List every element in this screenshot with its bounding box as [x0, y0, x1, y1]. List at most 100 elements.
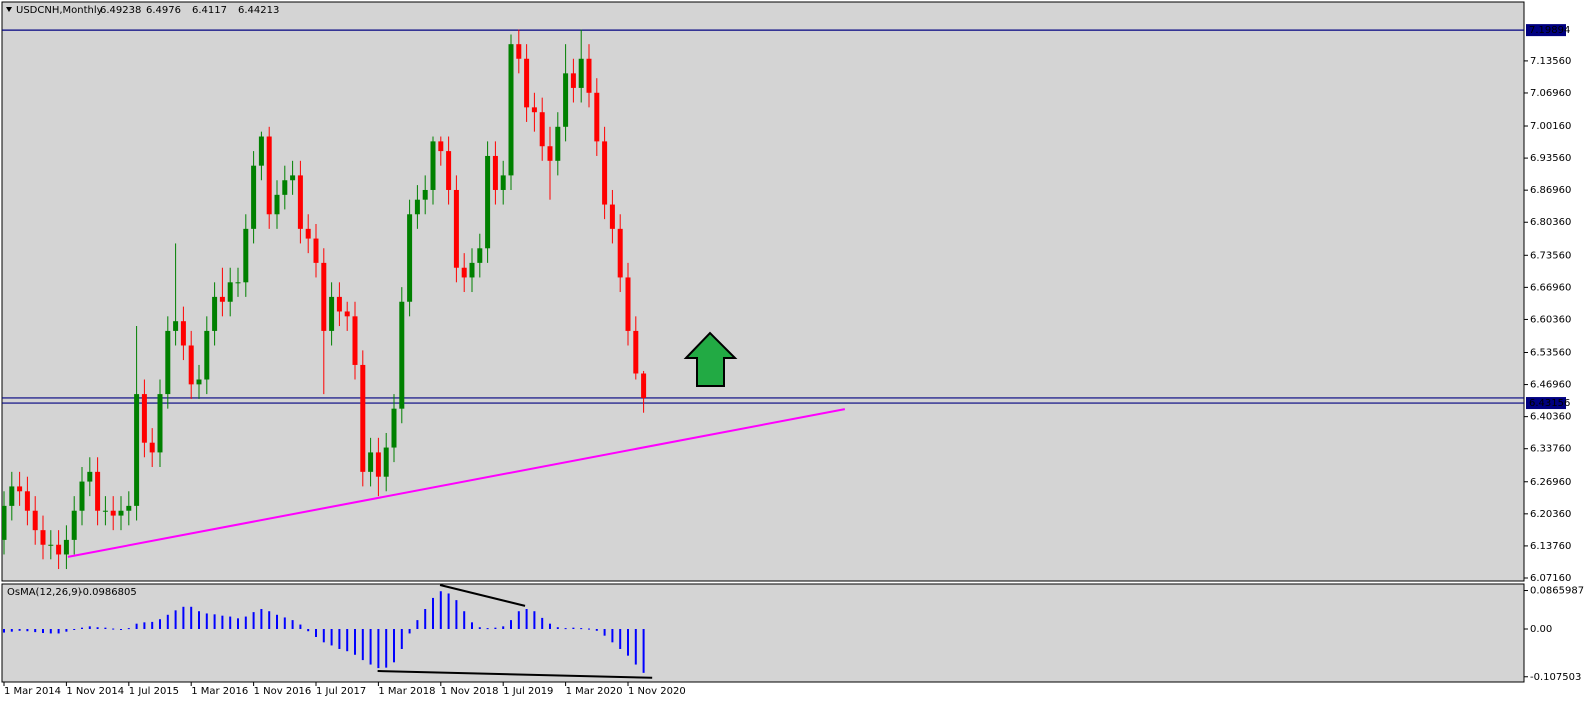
candle-body [321, 262, 327, 331]
candle-body [32, 510, 38, 531]
candle-body [547, 146, 553, 161]
up-arrow [683, 331, 738, 387]
candle-body [399, 301, 405, 409]
y-tick-label: 6.60360 [1530, 314, 1571, 325]
candle-body [63, 539, 69, 555]
candle-body [570, 73, 576, 88]
level-label: 7.19894 [1529, 25, 1570, 36]
candle-body [2, 505, 7, 540]
x-tick-label: 1 Mar 2014 [4, 686, 61, 697]
candle-body [531, 107, 537, 113]
candle-body [336, 296, 342, 312]
osma-bar [18, 629, 21, 631]
osma-bar [229, 616, 232, 630]
candle-body [40, 530, 46, 545]
candle-body [422, 189, 428, 200]
candle-body [586, 58, 592, 93]
y-tick-label: 6.40360 [1530, 412, 1571, 423]
osma-bar [299, 624, 302, 630]
osma-bar [361, 629, 364, 661]
candle-body [297, 175, 303, 229]
osma-bar [322, 629, 325, 643]
level-label-box [1526, 24, 1566, 37]
osma-bar [408, 629, 411, 634]
header-high: 6.4976 [146, 5, 181, 16]
y-tick-label: 6.86960 [1530, 185, 1571, 196]
osma-bar [159, 619, 162, 630]
osma-bar [486, 628, 489, 630]
osma-bar [10, 629, 13, 632]
candle-body [383, 447, 389, 477]
candle-body [212, 296, 218, 331]
osma-bar [549, 623, 552, 630]
candle-body [313, 238, 319, 263]
osma-bar [393, 629, 396, 663]
candle-body [414, 199, 420, 215]
y-tick-label: 6.33760 [1530, 444, 1571, 455]
candle-body [617, 228, 623, 278]
candle-body [477, 248, 483, 263]
osma-bar [65, 629, 68, 632]
candle-body [633, 330, 639, 374]
candle-body [219, 296, 225, 302]
header-low: 6.4117 [192, 5, 227, 16]
osma-bar [213, 614, 216, 630]
y-tick-label: 6.46960 [1530, 380, 1571, 391]
osma-bar [205, 613, 208, 630]
osma-bar [26, 629, 29, 632]
osma-bar [455, 600, 458, 630]
divergence-line [377, 669, 653, 679]
osma-bar [533, 611, 536, 630]
osma-bar [276, 614, 279, 630]
candle-body [453, 189, 459, 268]
y-tick-label: 6.20360 [1530, 509, 1571, 520]
candle-body [461, 267, 467, 278]
y-tick-label: 6.66960 [1530, 282, 1571, 293]
candle-body [95, 471, 101, 511]
candle-body [329, 296, 335, 331]
y-tick-label: 6.93560 [1530, 153, 1571, 164]
candle-body [602, 141, 608, 205]
level-label-box [1526, 397, 1566, 410]
candle-body [227, 282, 233, 302]
osma-bar [120, 629, 123, 631]
osma-bar [307, 629, 310, 632]
osma-bar [603, 629, 606, 636]
osma-bar [556, 627, 559, 630]
candle-body [9, 486, 15, 506]
candle-body [305, 228, 311, 239]
x-tick-label: 1 Jul 2015 [129, 686, 179, 697]
candle-body [134, 394, 140, 506]
candle-body [243, 228, 249, 283]
osma-bar [252, 612, 255, 630]
osma-bar [73, 629, 76, 631]
osma-bar [283, 617, 286, 630]
osma-bar [494, 627, 497, 630]
osma-bar [627, 629, 630, 656]
candle-body [563, 73, 569, 127]
osma-bar [525, 609, 528, 630]
osma-bar [619, 629, 622, 649]
candle-body [524, 58, 530, 108]
candle-body [149, 442, 155, 453]
y-tick-label: 6.73560 [1530, 250, 1571, 261]
osma-bar [151, 621, 154, 630]
main-panel [1, 1, 1525, 582]
osma-bar [510, 620, 513, 630]
x-tick-label: 1 Mar 2016 [191, 686, 248, 697]
trendline [67, 408, 846, 558]
osma-bar [416, 620, 419, 630]
candle-body [469, 262, 475, 278]
osma-bar [424, 609, 427, 630]
candle-body [641, 373, 647, 398]
osma-bar [96, 627, 99, 630]
header-open: 6.49238 [100, 5, 141, 16]
header-close: 6.44213 [238, 5, 279, 16]
candle-body [625, 277, 631, 331]
y-tick-label: 7.13560 [1530, 56, 1571, 67]
osma-bar [260, 609, 263, 630]
osma-bar [541, 617, 544, 630]
candle-body [48, 544, 54, 546]
indicator-panel [1, 583, 1525, 683]
candle-body [375, 452, 381, 477]
